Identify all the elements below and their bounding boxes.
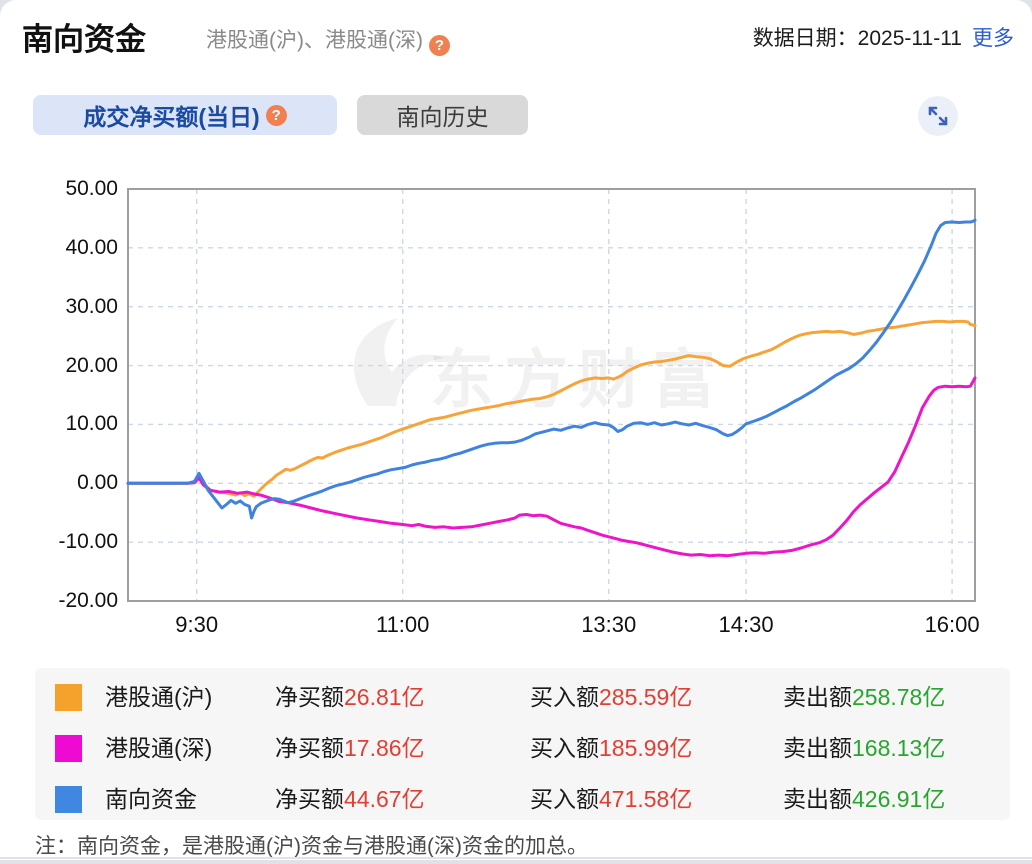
- page-title: 南向资金: [22, 22, 146, 57]
- y-tick-label: 0.00: [77, 471, 118, 495]
- y-tick-label: -20.00: [58, 589, 118, 612]
- line-chart: 东方财富: [0, 160, 1032, 630]
- tab-help-icon[interactable]: ?: [265, 104, 287, 126]
- y-tick-label: 40.00: [65, 235, 118, 259]
- legend-swatch: [55, 684, 82, 711]
- legend-panel: 港股通(沪) 净买额26.81亿 买入额285.59亿 卖出额258.78亿港股通(深…: [35, 668, 1010, 820]
- expand-button[interactable]: [918, 96, 958, 136]
- date-text: 数据日期：2025-11-11: [752, 27, 962, 50]
- y-tick-label: 30.00: [65, 294, 118, 318]
- y-tick-label: 10.00: [65, 412, 118, 436]
- legend-swatch: [55, 786, 82, 813]
- x-tick-label: 13:30: [581, 612, 637, 637]
- series-line-港股通(深): [126, 376, 977, 558]
- tab-label: 南向历史: [396, 104, 489, 130]
- legend-series-name: 南向资金: [105, 786, 197, 812]
- tab-southbound-history[interactable]: 南向历史: [357, 95, 528, 135]
- x-tick-label: 14:30: [718, 612, 774, 637]
- y-tick-label: -10.00: [58, 530, 118, 554]
- buy-amount: 买入额185.99亿: [530, 735, 693, 761]
- x-tick-label: 16:00: [924, 612, 980, 637]
- series-line-南向资金: [126, 218, 977, 520]
- sell-amount: 卖出额426.91亿: [783, 786, 946, 812]
- data-date: 数据日期：2025-11-11 更多: [753, 22, 1014, 52]
- legend-row-港股通(沪): 港股通(沪) 净买额26.81亿 买入额285.59亿 卖出额258.78亿: [35, 678, 1010, 716]
- svg-text:东方财富: 东方财富: [430, 344, 726, 416]
- net-buy-amount: 净买额44.67亿: [275, 786, 425, 812]
- net-buy-amount: 净买额26.81亿: [275, 684, 425, 710]
- sell-amount: 卖出额258.78亿: [783, 684, 946, 710]
- legend-row-南向资金: 南向资金 净买额44.67亿 买入额471.58亿 卖出额426.91亿: [35, 780, 1010, 818]
- tab-net-buy-today[interactable]: 成交净买额(当日)?: [33, 95, 337, 135]
- buy-amount: 买入额471.58亿: [530, 786, 693, 812]
- y-tick-label: 50.00: [65, 177, 118, 200]
- watermark: 东方财富: [353, 318, 726, 416]
- legend-series-name: 港股通(沪): [105, 684, 213, 710]
- subtitle-help-icon[interactable]: ?: [428, 35, 450, 56]
- expand-arrows-icon: [928, 106, 948, 126]
- subtitle-text: 港股通(沪)、港股通(深): [206, 29, 423, 52]
- series-line-港股通(沪): [126, 319, 977, 498]
- tab-label: 成交净买额(当日): [83, 104, 260, 130]
- plot-border: [127, 188, 976, 602]
- page-subtitle: 港股通(沪)、港股通(深)?: [206, 24, 450, 56]
- y-tick-label: 20.00: [65, 353, 118, 377]
- bottom-divider: [0, 857, 1032, 859]
- net-buy-amount: 净买额17.86亿: [275, 735, 425, 761]
- sell-amount: 卖出额168.13亿: [783, 735, 946, 761]
- footnote: 注：南向资金，是港股通(沪)资金与港股通(深)资金的加总。: [35, 835, 588, 858]
- x-tick-label: 9:30: [175, 612, 219, 637]
- more-link[interactable]: 更多: [972, 27, 1014, 50]
- legend-series-name: 港股通(深): [105, 735, 213, 761]
- x-tick-label: 11:00: [375, 612, 430, 637]
- legend-swatch: [55, 735, 82, 762]
- buy-amount: 买入额285.59亿: [530, 684, 693, 710]
- legend-row-港股通(深): 港股通(深) 净买额17.86亿 买入额185.99亿 卖出额168.13亿: [35, 729, 1010, 767]
- chart-canvas: 东方财富: [126, 188, 977, 602]
